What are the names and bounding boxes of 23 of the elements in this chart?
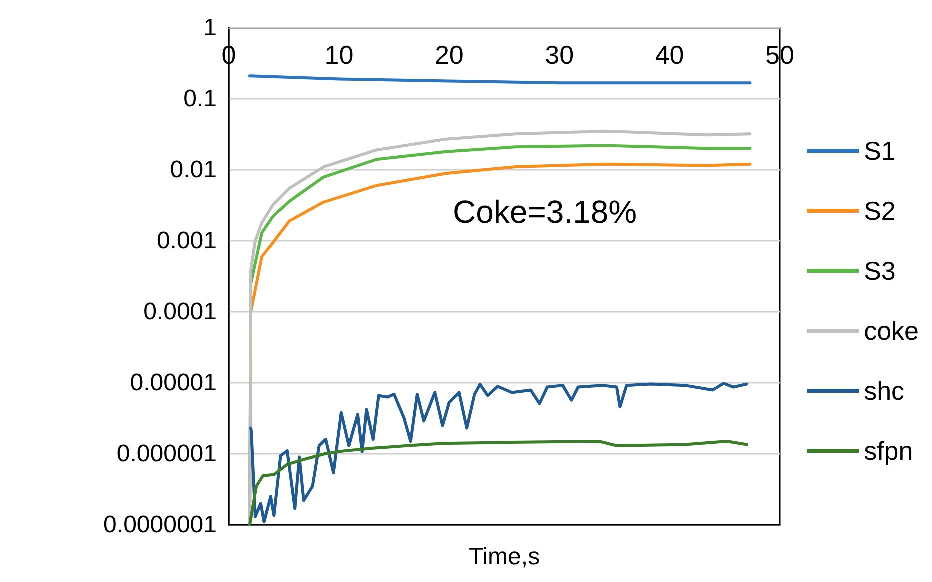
legend-label: S2 xyxy=(864,196,896,226)
annotation: Coke=3.18% xyxy=(453,194,638,230)
legend-label: S1 xyxy=(864,136,896,166)
x-tick-label: 20 xyxy=(434,40,464,70)
y-tick-label: 0.1 xyxy=(184,86,217,112)
x-tick-label: 30 xyxy=(545,40,574,70)
y-tick-label: 0.0000001 xyxy=(104,512,217,538)
x-tick-label: 10 xyxy=(324,40,354,70)
y-tick-label: 0.0001 xyxy=(144,298,217,326)
legend-label: sfpn xyxy=(864,436,914,466)
legend-label: coke xyxy=(864,316,919,346)
y-tick-label: 0.00001 xyxy=(130,370,217,396)
legend-label: S3 xyxy=(864,256,896,286)
y-tick-label: 1 xyxy=(204,14,217,42)
x-axis-title: Time,s xyxy=(468,544,540,570)
line-series xyxy=(248,440,748,526)
x-tick-label: 40 xyxy=(655,40,684,70)
line-series xyxy=(250,382,748,524)
y-tick-label: 0.01 xyxy=(170,156,217,184)
y-tick-label: 0.001 xyxy=(156,228,217,254)
legend-label: shc xyxy=(864,376,905,406)
line-series xyxy=(248,74,752,85)
y-tick-label: 0.000001 xyxy=(116,440,217,468)
